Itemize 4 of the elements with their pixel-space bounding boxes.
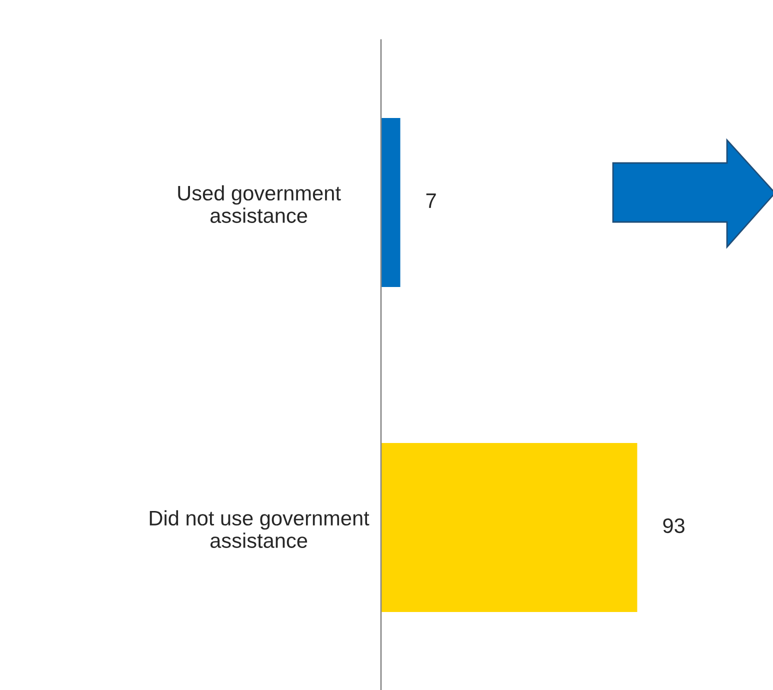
data-label: 93 <box>663 518 684 534</box>
y-tick-label: Did not use government assistance <box>150 510 370 548</box>
y-tick-label: Used government assistance <box>178 185 341 223</box>
data-label: 7 <box>426 194 436 208</box>
